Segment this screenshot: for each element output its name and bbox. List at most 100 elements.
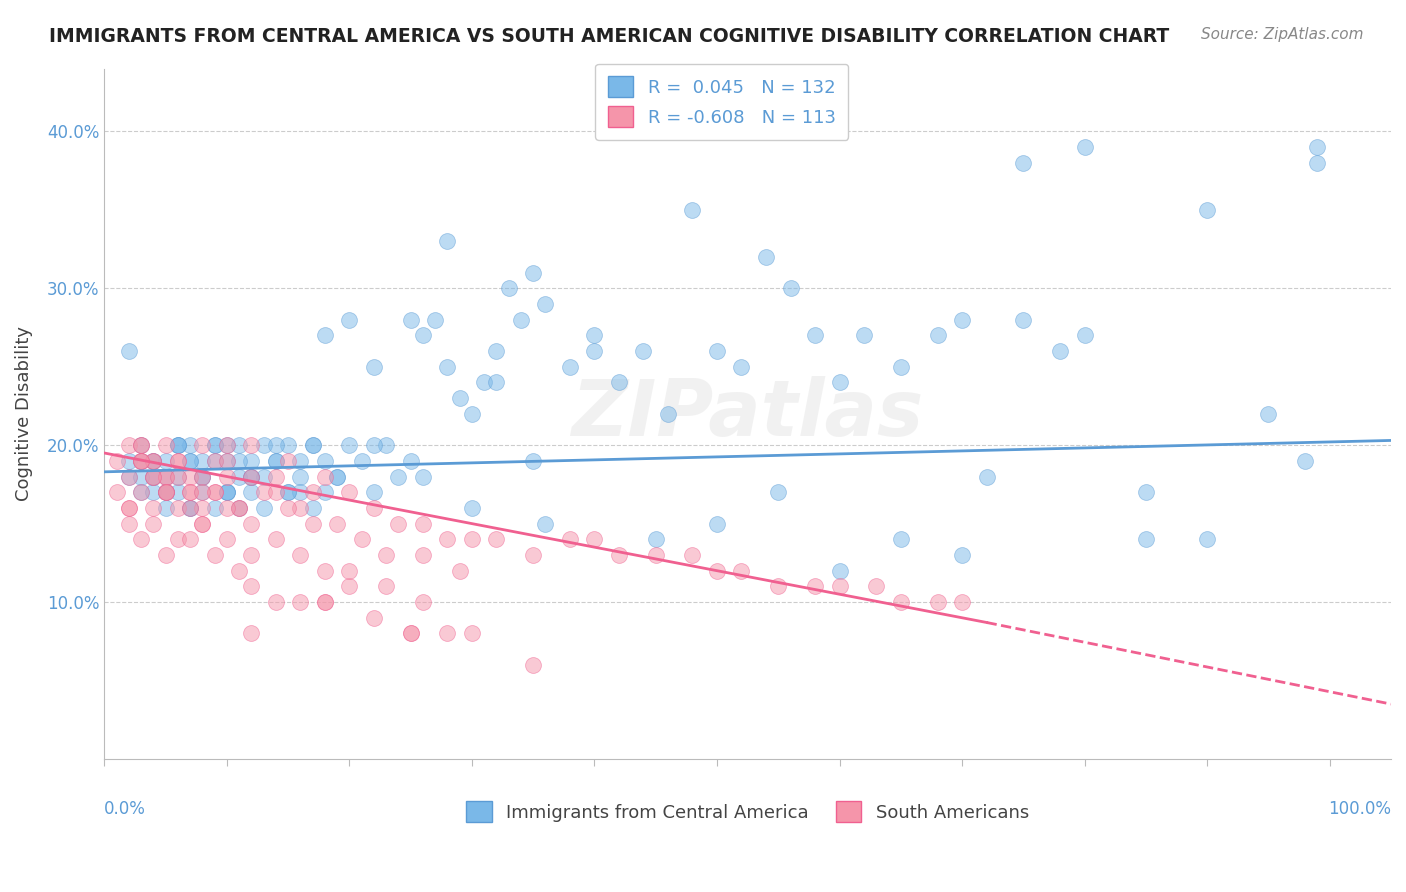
Point (155, 469, 177, 483)
Point (682, 548, 704, 562)
Point (204, 454, 226, 468)
Point (142, 469, 165, 483)
Point (558, 533, 581, 547)
Point (215, 485, 238, 500)
Point (204, 485, 226, 500)
Point (1294, 454, 1316, 468)
Point (191, 485, 214, 500)
Point (129, 485, 152, 500)
Point (191, 469, 214, 483)
Point (191, 469, 214, 483)
Point (399, 626, 422, 640)
Point (363, 438, 385, 452)
Point (706, 343, 728, 358)
Point (449, 391, 471, 405)
Point (768, 579, 790, 593)
Point (142, 454, 165, 468)
Point (166, 469, 188, 483)
Point (890, 533, 912, 547)
Point (950, 312, 973, 326)
Point (644, 533, 666, 547)
Point (155, 469, 177, 483)
Point (301, 438, 323, 452)
Point (412, 469, 434, 483)
Point (166, 485, 188, 500)
Point (118, 516, 141, 531)
Point (142, 485, 165, 500)
Point (240, 516, 263, 531)
Point (657, 407, 679, 421)
Point (129, 438, 152, 452)
Point (166, 533, 188, 547)
Point (179, 438, 201, 452)
Point (277, 454, 299, 468)
Point (412, 595, 434, 609)
Point (290, 454, 312, 468)
Point (129, 438, 152, 452)
Point (118, 500, 141, 515)
Point (204, 500, 226, 515)
Point (179, 533, 201, 547)
Point (228, 469, 250, 483)
Point (129, 469, 152, 483)
Point (828, 564, 851, 578)
Point (522, 657, 544, 672)
Point (290, 469, 312, 483)
Point (314, 328, 336, 343)
Point (436, 533, 458, 547)
Point (191, 500, 214, 515)
Point (264, 485, 287, 500)
Point (1012, 312, 1035, 326)
Point (264, 469, 287, 483)
Point (166, 438, 188, 452)
Point (204, 454, 226, 468)
Point (155, 485, 177, 500)
Point (1306, 140, 1329, 154)
Point (155, 485, 177, 500)
Point (1306, 155, 1329, 169)
Point (350, 533, 373, 547)
Text: 100.0%: 100.0% (1329, 800, 1391, 819)
Point (301, 516, 323, 531)
Point (804, 579, 827, 593)
Point (337, 564, 360, 578)
Point (755, 250, 778, 264)
Point (779, 281, 801, 295)
Point (155, 438, 177, 452)
Point (240, 626, 263, 640)
Point (350, 454, 373, 468)
Point (682, 202, 704, 217)
Point (155, 548, 177, 562)
Point (240, 579, 263, 593)
Point (228, 500, 250, 515)
Point (129, 454, 152, 468)
Point (264, 438, 287, 452)
Point (155, 485, 177, 500)
Point (461, 407, 484, 421)
Point (607, 548, 630, 562)
Point (1197, 533, 1219, 547)
Point (118, 454, 141, 468)
Text: 0.0%: 0.0% (104, 800, 146, 819)
Point (804, 328, 827, 343)
Point (1073, 328, 1095, 343)
Point (633, 343, 655, 358)
Point (363, 485, 385, 500)
Point (890, 359, 912, 374)
Point (215, 500, 238, 515)
Point (118, 438, 141, 452)
Point (204, 438, 226, 452)
Point (179, 500, 201, 515)
Point (179, 454, 201, 468)
Point (412, 328, 434, 343)
Point (191, 438, 214, 452)
Point (865, 579, 887, 593)
Point (485, 376, 508, 390)
Point (290, 548, 312, 562)
Point (485, 343, 508, 358)
Point (252, 469, 274, 483)
Point (204, 438, 226, 452)
Point (204, 548, 226, 562)
Point (142, 469, 165, 483)
Point (129, 438, 152, 452)
